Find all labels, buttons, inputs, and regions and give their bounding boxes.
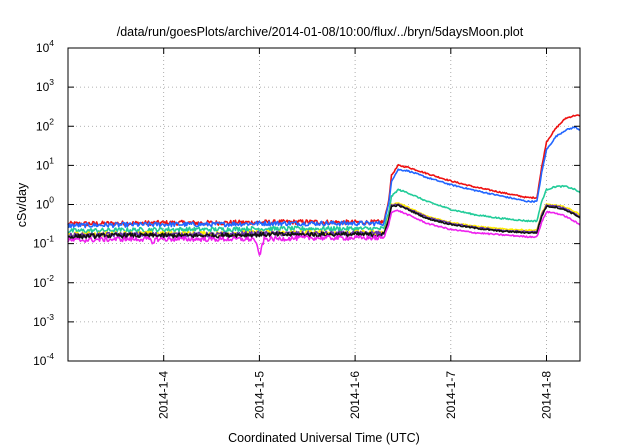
series-line (68, 184, 581, 234)
y-tick-label: 10-4 (33, 351, 54, 368)
x-ticks: 2014-1-4 2014-1-5 2014-1-6 2014-1-7 2014-1-8 (157, 48, 554, 419)
series-line (67, 125, 581, 229)
series-line (67, 114, 581, 227)
x-tick-label: 2014-1-6 (348, 371, 362, 419)
x-tick-label: 2014-1-7 (444, 371, 458, 419)
y-axis-label: cSv/day (15, 182, 29, 227)
y-ticks: 10-4 10-3 10-2 10-1 100 101 102 103 104 (33, 38, 580, 368)
series-line (67, 204, 581, 240)
y-tick-label: 101 (36, 155, 54, 172)
y-tick-label: 102 (36, 116, 54, 133)
series-lines (67, 114, 581, 256)
chart-title: /data/run/goesPlots/archive/2014-01-08/1… (117, 25, 524, 39)
x-axis-label: Coordinated Universal Time (UTC) (228, 431, 420, 445)
x-tick-label: 2014-1-4 (157, 371, 171, 419)
x-tick-label: 2014-1-8 (540, 371, 554, 419)
y-tick-label: 10-3 (33, 312, 54, 329)
series-line (67, 209, 581, 256)
y-tick-label: 103 (36, 77, 54, 94)
y-tick-label: 104 (36, 38, 54, 55)
y-tick-label: 100 (36, 195, 54, 212)
y-tick-label: 10-1 (33, 234, 54, 251)
grid (68, 48, 580, 361)
x-tick-label: 2014-1-5 (252, 371, 266, 419)
y-tick-label: 10-2 (33, 273, 54, 290)
